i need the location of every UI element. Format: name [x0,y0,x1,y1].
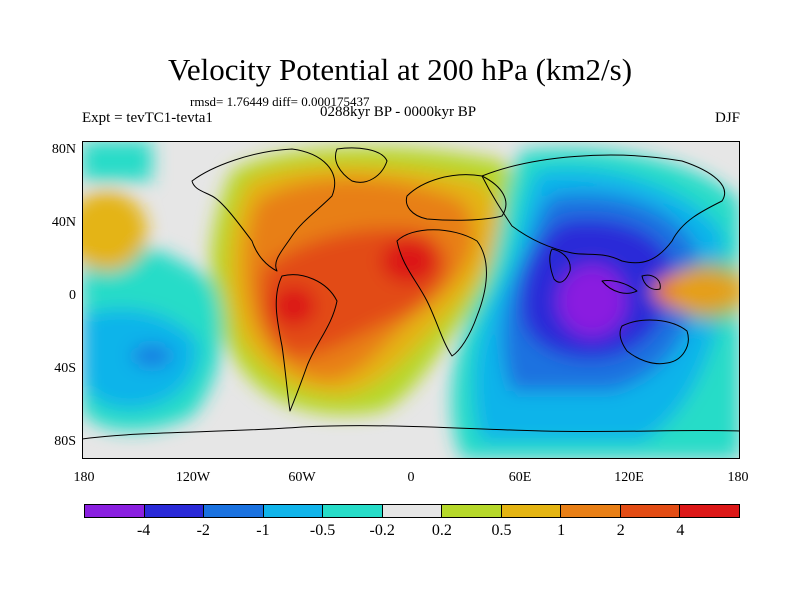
lon-tick-120e: 120E [614,470,644,485]
lon-tick-120w: 120W [175,470,211,485]
lat-tick-0: 0 [69,288,76,303]
coast-antarctica [82,425,740,440]
coast-africa [396,229,487,357]
colorbar-label: -4 [136,522,151,539]
colorbar-label: 0.2 [431,522,452,539]
colorbar-label: -0.2 [369,522,395,539]
colorbar-label: -2 [196,522,210,539]
coast-north-america [191,148,336,272]
coast-australia [619,319,689,365]
plot-title: Velocity Potential at 200 hPa (km2/s) [167,52,633,87]
field-red-africa [381,239,437,283]
coast-europe [405,174,507,221]
lat-tick-40s: 40S [54,361,76,376]
field-teal-arctic [82,141,152,181]
colorbar-swatch [204,505,264,517]
colorbar-label: 4 [676,522,685,539]
lon-tick-180w: 180 [73,470,95,485]
experiment-label: Expt = tevTC1-tevta1 [82,110,213,126]
colorbar-label: 0.5 [491,522,512,539]
colorbar-label: 2 [616,522,625,539]
colorbar [84,504,740,518]
field-blue-southpacific [132,346,172,366]
colorbar-swatch [501,505,562,517]
coastlines [82,147,740,440]
colorbar-swatch [85,505,145,517]
colorbar-label: -0.5 [309,522,336,539]
stats-subtitle: rmsd= 1.76449 diff= 0.000175437 [190,94,370,109]
lat-tick-80n: 80N [51,142,76,157]
lon-tick-0: 0 [407,470,415,485]
colorbar-swatch [680,505,740,517]
field-red-amazon [272,286,316,326]
colorbar-swatch [561,505,621,517]
map-frame [82,141,740,459]
field-purple-minimum [558,265,626,337]
lon-tick-180e: 180 [727,470,749,485]
colorbar-label: -1 [256,522,270,539]
colorbar-swatch [442,505,502,517]
lat-tick-40n: 40N [51,215,76,230]
season-label: DJF [714,110,740,126]
coast-india [549,248,571,283]
colorbar-swatch [323,505,383,517]
coast-south-america [275,274,338,412]
colorbar-swatch [144,505,205,517]
lon-tick-60w: 60W [288,470,316,485]
lon-tick-60e: 60E [508,470,532,485]
coast-greenland [335,147,388,183]
colorbar-label: 1 [557,522,566,539]
colorbar-swatch [620,505,681,517]
field-gold-northpacific [82,191,147,271]
colorbar-swatch [263,505,324,517]
coast-asia [481,154,725,264]
coast-se-asia [601,274,661,294]
velocity-potential-map [82,141,740,459]
period-label: 0288kyr BP - 0000kyr BP [320,104,477,120]
field-gold-westpacific [672,261,740,321]
lat-tick-80s: 80S [54,434,76,449]
colorbar-swatch [382,505,443,517]
